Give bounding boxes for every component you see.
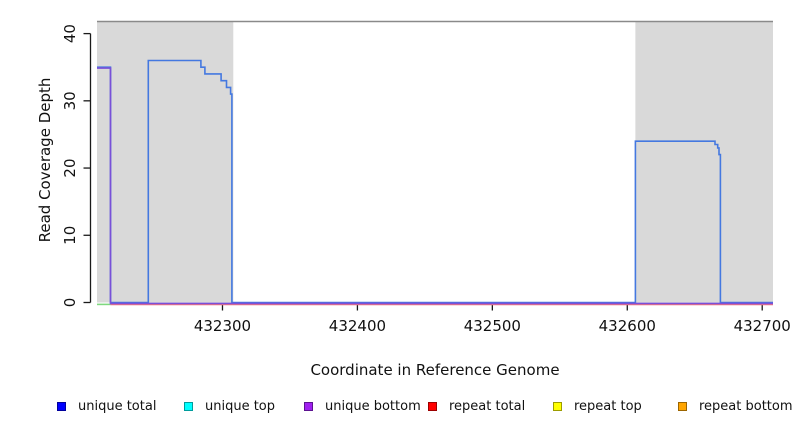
y-tick-label: 20 [61, 159, 79, 178]
legend-label: unique bottom [325, 398, 421, 414]
legend-item-repeat-top: repeat top [553, 398, 642, 414]
legend-swatch-repeat-bottom [678, 401, 687, 411]
legend-label: repeat total [449, 398, 526, 414]
legend-item-unique-total: unique total [57, 398, 156, 414]
legend-label: repeat top [574, 398, 642, 414]
repeat-region-1 [97, 21, 234, 303]
legend-label: unique total [78, 398, 157, 414]
repeat-region-2 [635, 21, 773, 303]
x-tick-label: 432500 [464, 317, 521, 335]
y-axis-title: Read Coverage Depth [36, 77, 54, 243]
legend-item-unique-bottom: unique bottom [304, 398, 421, 414]
y-tick-label: 30 [61, 91, 79, 110]
legend: unique total unique top unique bottom repea… [0, 398, 792, 418]
y-tick-label: 40 [61, 24, 79, 43]
series-line-unique-total [97, 59, 773, 304]
legend-swatch-unique-bottom [304, 401, 313, 411]
legend-label: repeat bottom [699, 398, 792, 414]
y-tick-label: 10 [61, 226, 79, 245]
x-tick-label: 432600 [599, 317, 656, 335]
legend-swatch-repeat-total [428, 401, 437, 411]
legend-label: unique top [205, 398, 276, 414]
legend-swatch-repeat-top [553, 401, 562, 411]
legend-swatch-unique-total [57, 401, 66, 411]
legend-item-repeat-total: repeat total [428, 398, 525, 414]
x-axis-title: Coordinate in Reference Genome [310, 361, 560, 379]
y-tick-label: 0 [61, 298, 79, 308]
legend-item-repeat-bottom: repeat bottom [678, 398, 792, 414]
x-tick-label: 432300 [194, 317, 251, 335]
legend-swatch-unique-top [184, 401, 193, 411]
x-tick-label: 432700 [734, 317, 791, 335]
x-tick-label: 432400 [329, 317, 386, 335]
legend-item-unique-top: unique top [184, 398, 275, 414]
series-line-unique-bottom [97, 67, 773, 305]
